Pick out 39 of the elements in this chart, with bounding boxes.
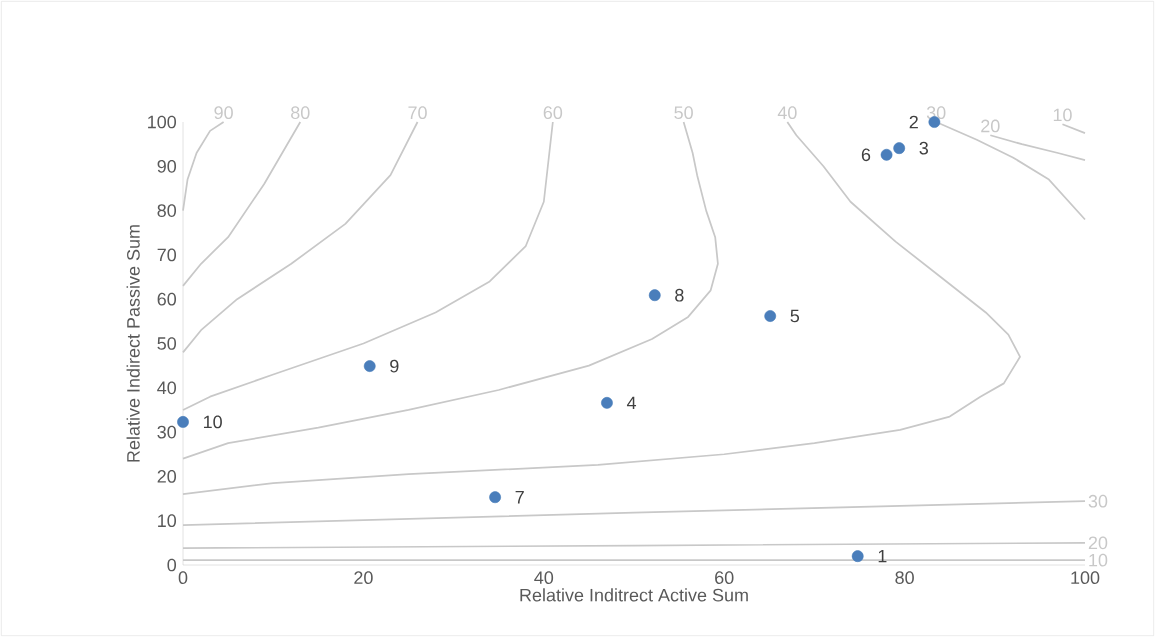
x-axis-title: Relative Inditrect Active Sum bbox=[520, 588, 748, 602]
point bbox=[601, 396, 613, 409]
x-tick-label: 20 bbox=[354, 571, 373, 584]
annotation: 3 bbox=[919, 141, 929, 155]
y-tick-label: 20 bbox=[157, 470, 177, 483]
x-tick-label: 0 bbox=[178, 571, 188, 584]
annotation: 7 bbox=[515, 491, 524, 504]
x-tick-label: 100 bbox=[1071, 571, 1100, 584]
y-tick-label: 70 bbox=[157, 248, 177, 262]
y-tick-label: 80 bbox=[157, 204, 177, 217]
y-tick-label: 10 bbox=[158, 514, 177, 528]
annotation: 10 bbox=[203, 415, 222, 429]
annotation: 8 bbox=[675, 288, 684, 302]
y-tick-label: 100 bbox=[148, 115, 177, 129]
x-tick-label: 40 bbox=[534, 571, 554, 584]
point bbox=[851, 550, 864, 563]
y-tick-label: 40 bbox=[157, 381, 177, 395]
annotation: 4 bbox=[626, 396, 637, 410]
y-axis-title: Relative Indirect Passive Sum bbox=[126, 225, 140, 462]
point bbox=[764, 310, 777, 322]
point bbox=[177, 416, 189, 428]
point bbox=[363, 360, 376, 372]
point bbox=[880, 148, 893, 161]
annotation: 9 bbox=[390, 359, 399, 373]
point bbox=[489, 491, 501, 504]
y-tick-label: 90 bbox=[157, 159, 177, 173]
y-tick-label: 30 bbox=[157, 425, 177, 439]
line-series bbox=[989, 134, 1086, 161]
y-tick-label: 60 bbox=[157, 292, 177, 306]
x-tick-label: 80 bbox=[895, 571, 914, 584]
annotation: 6 bbox=[861, 148, 871, 162]
y-tick-label: 50 bbox=[157, 337, 177, 350]
y-tick-label: 0 bbox=[167, 558, 177, 572]
x-tick-label: 60 bbox=[715, 571, 734, 584]
annotation: 5 bbox=[790, 309, 800, 323]
point bbox=[893, 142, 906, 155]
point bbox=[648, 289, 661, 302]
annotation: 2 bbox=[909, 115, 918, 129]
annotation: 1 bbox=[878, 549, 887, 563]
